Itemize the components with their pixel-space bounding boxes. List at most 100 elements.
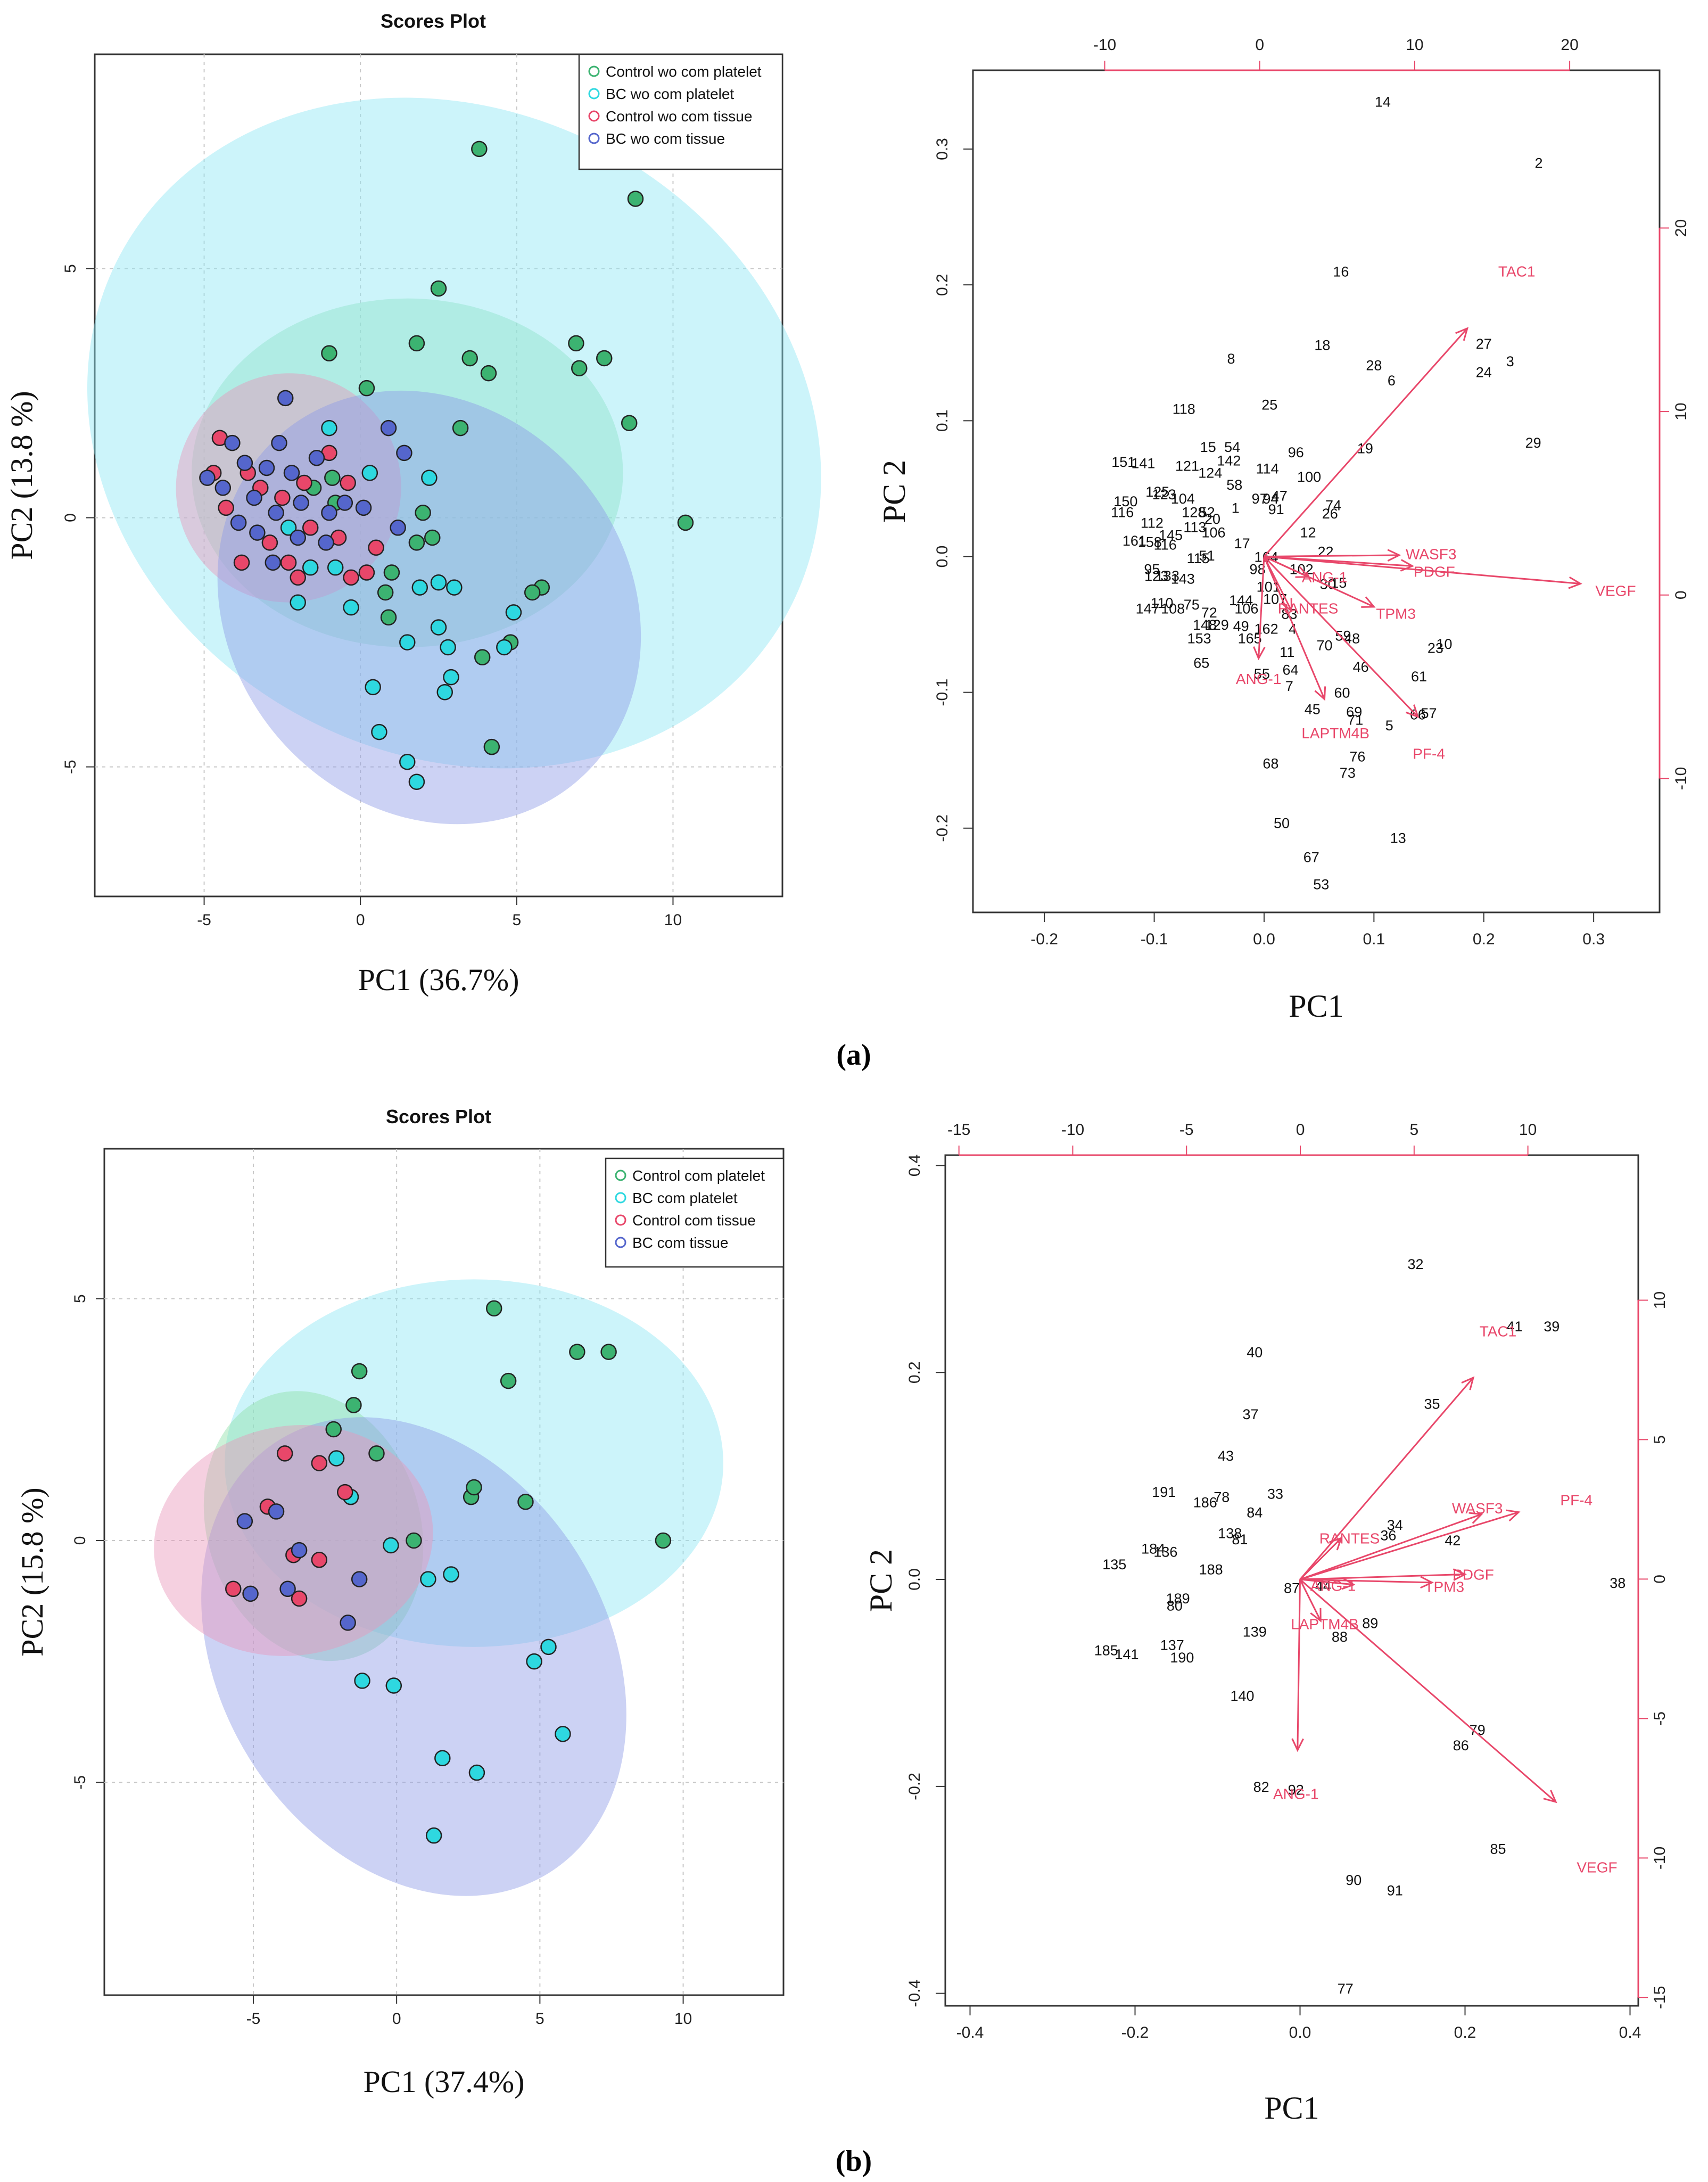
data-point [390,520,406,536]
score-point-label: 15 [1200,439,1216,455]
score-point-label: 89 [1362,1616,1378,1632]
data-point [233,554,250,571]
legend-entry: BC wo com tissue [606,130,725,147]
x-axis-label: PC1 (37.4%) [364,2064,525,2099]
top-tick-label: 0 [1255,36,1264,54]
data-point [268,1503,285,1520]
score-point-label: 47 [1272,488,1288,504]
score-point-label: 55 [1254,666,1270,682]
loading-label: LAPTM4B [1291,1616,1359,1633]
data-point [524,584,541,601]
data-point [420,1571,436,1587]
data-point [280,520,297,536]
score-point-label: 124 [1198,465,1222,481]
loading-arrow [1264,554,1399,557]
score-point-label: 185 [1094,1642,1118,1658]
x-tick-label: -0.4 [956,2024,984,2041]
data-point [199,470,216,486]
x-axis-label: PC1 (36.7%) [358,962,519,997]
score-point-label: 148 [1193,617,1217,633]
score-point-label: 139 [1243,1624,1267,1640]
data-point [351,1571,368,1587]
x-tick-label: 10 [664,911,682,929]
score-point-label: 6 [1388,373,1396,389]
score-point-label: 128 [1182,504,1206,520]
data-point [236,455,253,471]
score-point-label: 141 [1131,455,1155,471]
loading-arrow [1300,1578,1354,1586]
figure-label-a: (a) [836,1039,871,1072]
right-tick-label: 5 [1651,1435,1669,1444]
score-point-label: 96 [1288,444,1304,460]
score-point-label: 24 [1476,364,1492,380]
score-point-label: 29 [1525,435,1541,451]
data-point [569,1344,585,1360]
score-point-label: 144 [1229,592,1253,608]
x-axis-label: PC1 [1264,2090,1319,2126]
score-point-label: 116 [1111,504,1134,520]
score-point-label: 125 [1145,484,1169,500]
score-point-label: 86 [1453,1738,1469,1753]
data-point [340,1615,356,1631]
data-point [471,141,488,158]
data-point [496,639,513,656]
data-point [440,639,456,656]
arrow-head [1310,1608,1322,1623]
b-scores-plot: Scores Plot -5 0 5 10 -5 0 5 PC1 (37.4%) PC2 (15.… [15,1106,785,2099]
arrow-head [1341,1577,1356,1590]
data-point [399,634,416,651]
data-point [268,504,284,521]
score-point-label: 108 [1161,600,1185,616]
score-point-label: 110 [1150,595,1173,611]
score-point-label: 61 [1411,669,1427,685]
data-point [424,529,441,546]
data-point [336,495,353,511]
score-point-label: 20 [1204,511,1220,527]
data-point [446,579,463,596]
score-point-label: 97 [1252,491,1268,507]
data-point [430,280,447,297]
data-point [293,495,309,511]
data-point [308,449,325,466]
x-tick-label: 0.0 [1289,2024,1311,2041]
data-point [343,599,359,616]
x-tick-label: 10 [674,2010,692,2028]
score-point-label: 41 [1506,1319,1522,1335]
legend-marker [615,1170,626,1181]
data-point [302,559,319,576]
score-point-label: 94 [1263,491,1278,507]
score-point-label: 114 [1256,461,1279,477]
score-point-label: 1 [1232,500,1240,516]
loading-label: PF-4 [1560,1492,1593,1508]
score-point-label: 42 [1445,1533,1461,1549]
data-point [377,584,394,601]
data-point [452,419,469,437]
b-scores-frame [103,1148,785,1996]
score-point-label: 11 [1280,644,1294,660]
y-tick-label: -0.1 [934,679,951,706]
score-point-label: 51 [1199,548,1215,564]
data-point [383,564,400,581]
score-point-label: 60 [1334,685,1350,701]
arrow-head [1453,1568,1467,1581]
loading-arrow [1263,556,1419,718]
score-point-label: 39 [1544,1319,1560,1335]
score-point-label: 4 [1289,621,1297,637]
score-point-label: 143 [1171,571,1195,587]
data-point [290,569,306,586]
data-point [290,594,306,611]
legend-marker [588,88,600,100]
y-tick-label: 0.2 [906,1361,923,1384]
score-point-label: 162 [1255,621,1278,637]
top-tick-label: 20 [1561,36,1578,54]
score-point-label: 113 [1183,519,1206,535]
score-point-label: 123 [1152,487,1176,503]
data-point [500,1372,517,1389]
score-point-label: 92 [1288,1782,1304,1798]
score-point-label: 68 [1263,755,1278,771]
score-point-label: 17 [1234,536,1250,551]
data-point [311,1455,328,1471]
loading-arrow [1299,1537,1342,1580]
x-tick-label: 5 [512,911,521,929]
